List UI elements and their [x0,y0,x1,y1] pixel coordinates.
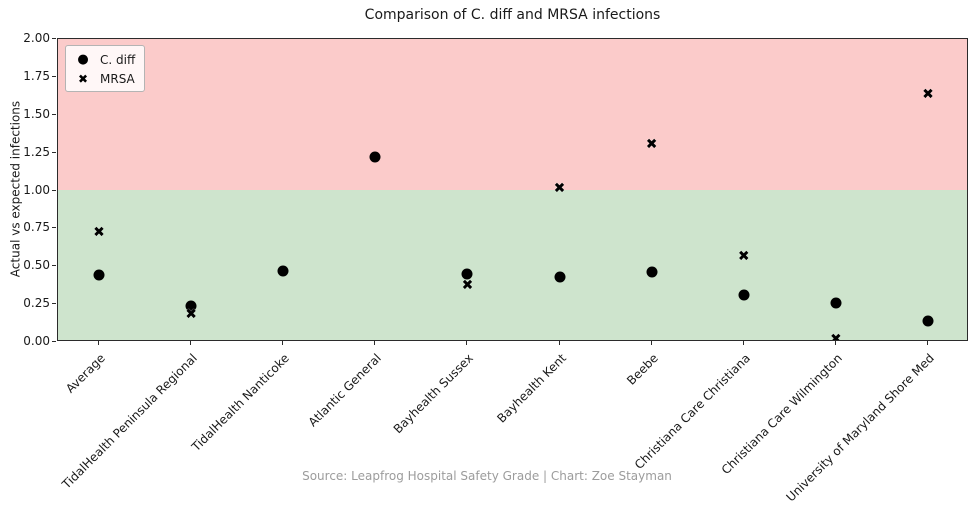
y-tick-mark [52,113,56,115]
y-tick-mark [52,303,56,305]
circle-marker-icon: ● [77,52,89,67]
x-tick-mark [374,341,376,345]
data-point-c-diff [922,315,934,327]
x-tick-mark [742,341,744,345]
data-point-c-diff [93,269,105,281]
data-point-c-diff [830,297,842,309]
legend-label-mrsa: MRSA [100,71,135,86]
legend-item-mrsa: ✖ MRSA [66,69,144,88]
x-tick-mark [282,341,284,345]
x-tick-mark [558,341,560,345]
x-tick-label: Atlantic General [305,351,385,430]
y-tick-label: 1.75 [23,68,50,83]
y-tick-label: 2.00 [23,31,50,45]
data-point-c-diff [185,300,197,312]
y-tick-mark [52,151,56,153]
data-point-c-diff [738,289,750,301]
x-marker-icon: ✖ [77,71,89,86]
y-tick-mark [52,265,56,267]
x-tick-mark [834,341,836,345]
data-point-mrsa: ✖ [830,331,842,341]
chart-figure: Comparison of C. diff and MRSA infection… [8,7,968,504]
data-point-mrsa: ✖ [185,306,197,323]
legend: ● C. diff ✖ MRSA [65,45,145,92]
data-point-mrsa: ✖ [553,180,566,197]
data-point-c-diff [646,266,658,278]
data-point-c-diff [461,268,473,280]
x-tick-mark [98,341,99,345]
plot-area: ✖ ✖ ✖ ✖ ✖ ✖ ✖ ✖ ● C. diff ✖ MRSA [57,38,968,341]
y-tick-label: 0.75 [23,220,50,235]
x-tick-label: TidalHealth Nanticoke [189,351,293,454]
data-point-c-diff [554,271,566,283]
x-tick-label: University of Maryland Shore Med [783,351,937,505]
y-tick-label: 1.25 [23,144,50,159]
x-tick-label: Christiana Care Wilmington [718,351,845,478]
y-tick-mark [52,75,56,77]
y-tick-label: 1.50 [23,106,50,121]
legend-item-cdiff: ● C. diff [66,50,144,69]
data-point-mrsa: ✖ [93,224,105,241]
legend-label-cdiff: C. diff [100,52,136,67]
chart-title: Comparison of C. diff and MRSA infection… [364,7,661,23]
y-tick-mark [52,189,56,191]
y-tick-label: 0.25 [23,296,50,311]
y-tick-mark [52,38,56,39]
y-tick-mark [52,227,56,229]
x-tick-label: Beebe [623,351,661,388]
y-tick-mark [52,341,56,342]
y-tick-label: 1.00 [23,182,50,197]
y-tick-label: 0.00 [23,334,50,348]
x-tick-label: Bayhealth Kent [493,351,569,426]
below-threshold-band [58,189,967,340]
x-tick-mark [927,341,928,345]
data-point-mrsa: ✖ [645,136,658,153]
x-tick-label: Bayhealth Sussex [391,351,477,437]
x-tick-label: TidalHealth Peninsula Regional [59,351,201,492]
x-tick-label: Christiana Care Christiana [631,351,753,473]
data-point-mrsa: ✖ [922,86,934,103]
y-tick-label: 0.50 [23,258,50,273]
source-caption: Source: Leapfrog Hospital Safety Grade |… [302,469,672,483]
data-point-mrsa: ✖ [737,248,750,265]
data-point-mrsa: ✖ [461,277,474,294]
x-tick-mark [466,341,468,345]
data-point-c-diff [277,265,289,277]
above-threshold-band [58,39,967,190]
x-tick-mark [650,341,652,345]
data-point-c-diff [369,151,381,163]
x-tick-mark [190,341,192,345]
